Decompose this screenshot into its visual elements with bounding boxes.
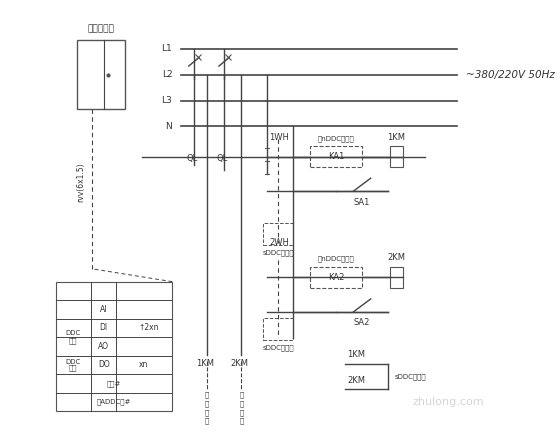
Text: AI: AI [100,305,108,314]
Text: QL: QL [186,154,197,163]
Bar [263,318,293,340]
Text: rvv(6x1.5): rvv(6x1.5) [76,163,85,202]
Text: sDDC控制端: sDDC控制端 [262,250,294,256]
Text: 2KM: 2KM [230,359,248,368]
Text: L3: L3 [162,96,172,105]
Bar [77,40,125,109]
Bar [310,146,362,168]
Text: SA2: SA2 [354,318,370,327]
Text: ~380/220V 50Hz: ~380/220V 50Hz [465,70,554,80]
Text: SA1: SA1 [354,197,370,207]
Text: L1: L1 [162,44,172,53]
Bar [390,146,403,168]
Text: KA2: KA2 [328,273,344,282]
Text: 1KM: 1KM [347,350,365,359]
Text: 2KM: 2KM [347,376,365,385]
Text: 2KM: 2KM [388,253,405,262]
Text: DDC
配置: DDC 配置 [66,330,81,344]
Text: zhulong.com: zhulong.com [413,398,484,408]
Text: 2WH: 2WH [269,238,289,247]
Text: 回: 回 [239,409,244,415]
Text: 照明控制箱: 照明控制箱 [88,25,115,34]
Bar [390,266,403,288]
Text: 路: 路 [205,418,209,424]
Text: 备: 备 [239,391,244,398]
Text: 回: 回 [205,409,209,415]
Text: N: N [166,122,172,131]
Text: 来nDDC控制端: 来nDDC控制端 [318,256,354,262]
Text: sDDC控制端: sDDC控制端 [262,344,294,351]
Text: 路: 路 [239,418,244,424]
Text: AO: AO [98,342,109,351]
Text: 各ADDC控#: 各ADDC控# [97,398,131,405]
Text: 用: 用 [239,400,244,407]
Bar [310,266,362,288]
Text: 来nDDC控制端: 来nDDC控制端 [318,135,354,141]
Text: DO: DO [98,360,110,369]
Text: 1KM: 1KM [388,132,405,141]
Text: 1KM: 1KM [195,359,214,368]
Text: KA1: KA1 [328,152,344,161]
Text: ↑2xn: ↑2xn [139,323,159,332]
Text: DI: DI [100,323,108,332]
Text: L2: L2 [162,70,172,79]
Text: 事故#: 事故# [107,380,122,387]
Text: xn: xn [139,360,148,369]
Text: DDC
配置: DDC 配置 [66,358,81,371]
Text: 1WH: 1WH [269,133,289,142]
Text: sDDC控制端: sDDC控制端 [394,373,426,380]
Bar [263,224,293,245]
Text: QL: QL [216,154,227,163]
Text: 明: 明 [205,400,209,407]
Bar [56,282,172,411]
Text: 照: 照 [205,391,209,398]
